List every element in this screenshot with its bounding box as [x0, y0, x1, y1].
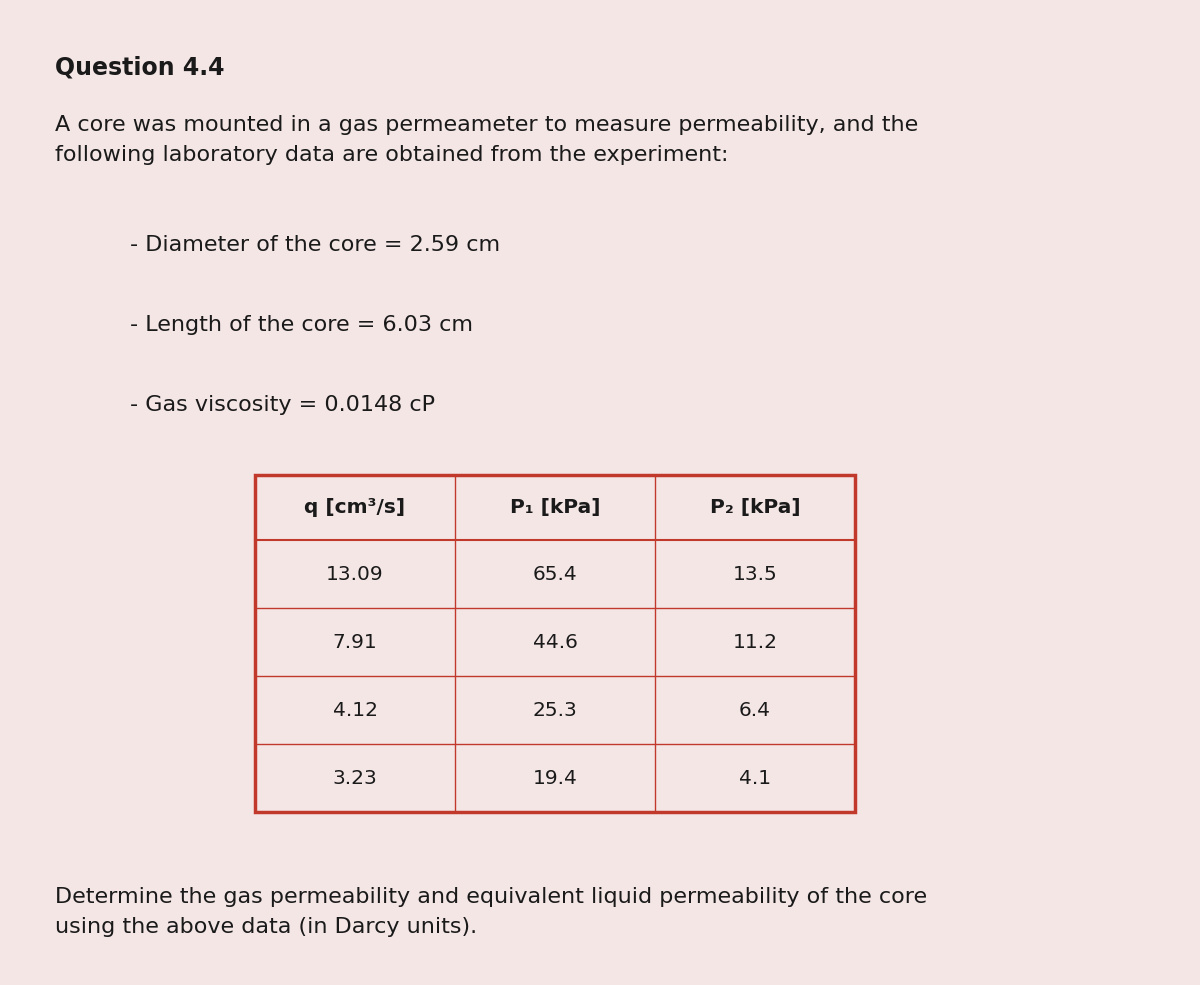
Text: 13.09: 13.09 [326, 564, 384, 583]
Text: Question 4.4: Question 4.4 [55, 55, 224, 79]
Text: P₁ [kPa]: P₁ [kPa] [510, 498, 600, 517]
Text: - Gas viscosity = 0.0148 cP: - Gas viscosity = 0.0148 cP [130, 395, 436, 415]
Text: 25.3: 25.3 [533, 700, 577, 719]
Text: q [cm³/s]: q [cm³/s] [305, 498, 406, 517]
Text: P₂ [kPa]: P₂ [kPa] [709, 498, 800, 517]
Bar [256, 475, 854, 812]
Text: 6.4: 6.4 [739, 700, 772, 719]
Text: 4.12: 4.12 [332, 700, 378, 719]
Text: 13.5: 13.5 [733, 564, 778, 583]
Text: 7.91: 7.91 [332, 632, 377, 651]
Text: 4.1: 4.1 [739, 768, 772, 787]
Text: A core was mounted in a gas permeameter to measure permeability, and the
followi: A core was mounted in a gas permeameter … [55, 115, 918, 165]
Text: - Length of the core = 6.03 cm: - Length of the core = 6.03 cm [130, 315, 473, 335]
Text: 19.4: 19.4 [533, 768, 577, 787]
Text: 11.2: 11.2 [732, 632, 778, 651]
Text: 3.23: 3.23 [332, 768, 377, 787]
Text: 44.6: 44.6 [533, 632, 577, 651]
Text: Determine the gas permeability and equivalent liquid permeability of the core
us: Determine the gas permeability and equiv… [55, 887, 928, 938]
Text: 65.4: 65.4 [533, 564, 577, 583]
Text: - Diameter of the core = 2.59 cm: - Diameter of the core = 2.59 cm [130, 235, 500, 255]
